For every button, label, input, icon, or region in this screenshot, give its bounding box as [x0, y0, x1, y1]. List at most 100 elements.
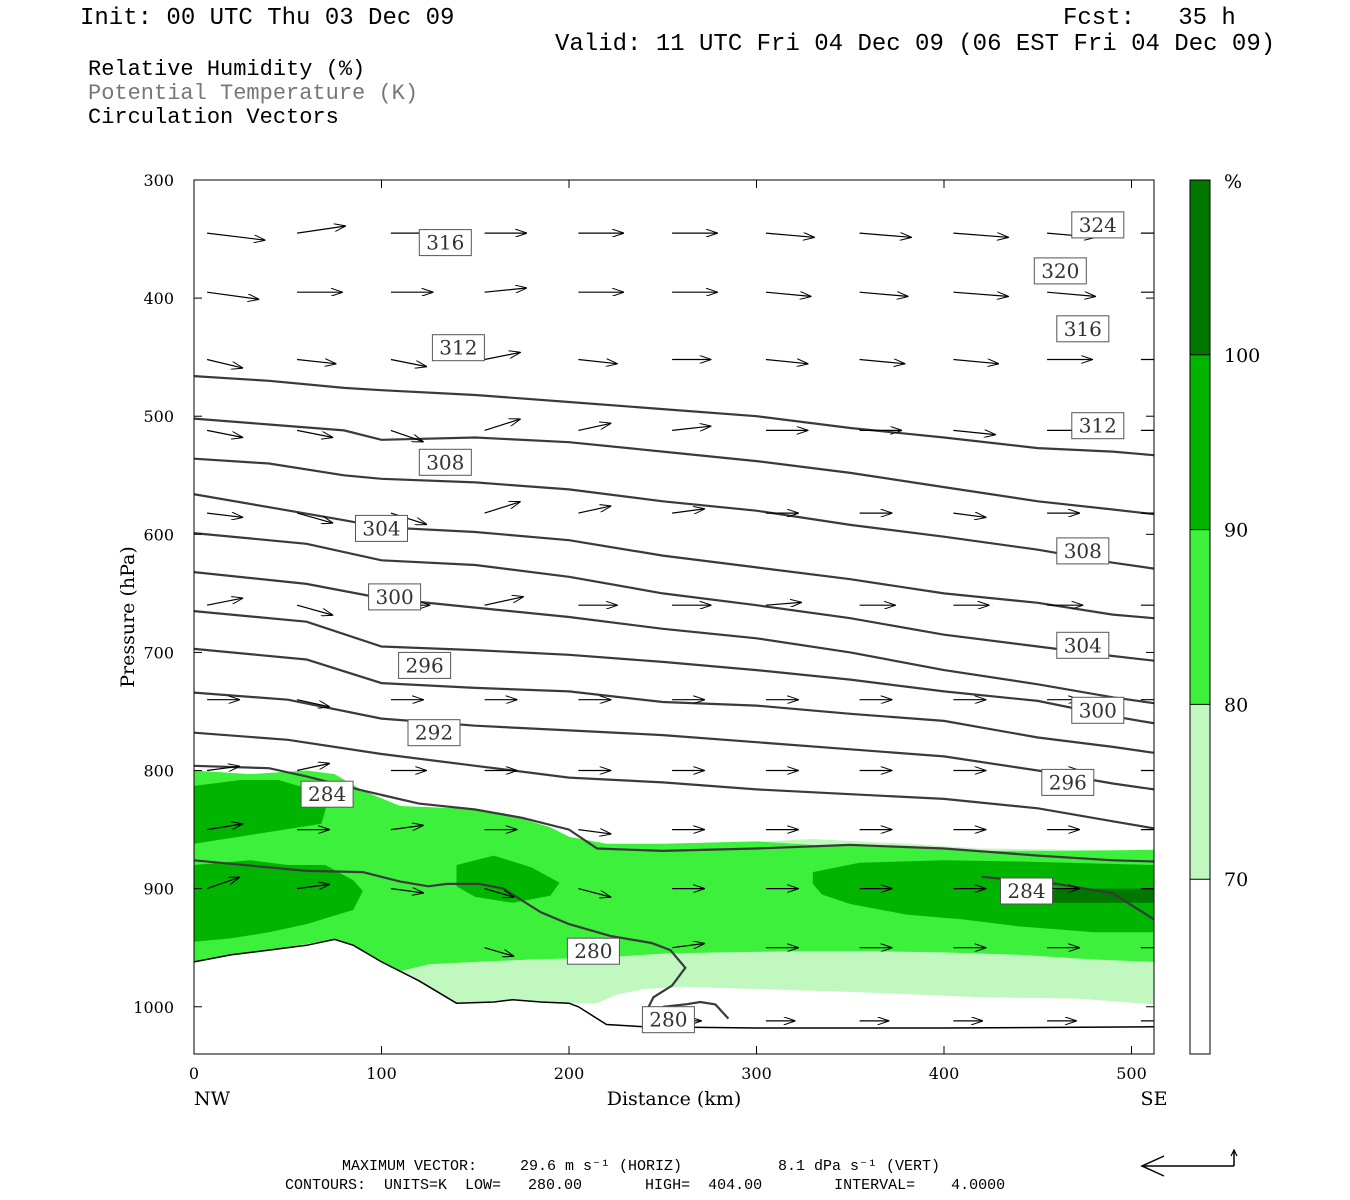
circulation-vector [207, 232, 265, 240]
contour-label-box [418, 448, 472, 476]
y-tick-label: 600 [143, 525, 174, 544]
x-tick-label: 200 [554, 1064, 585, 1083]
circulation-vector [578, 888, 610, 897]
x-axis-label: Distance (km) [607, 1088, 742, 1110]
plot-frame [193, 179, 1155, 1055]
theta-contour-304 [194, 571, 1154, 705]
contour-label-box [1071, 211, 1125, 239]
valid-time: Valid: 11 UTC Fri 04 Dec 09 (06 EST Fri … [555, 31, 1276, 58]
theta-contour-288 [194, 731, 1154, 830]
circulation-vector [578, 830, 610, 834]
circulation-vector [1047, 292, 1095, 296]
rh-region-90 [812, 860, 1154, 933]
circulation-vector [953, 292, 1007, 296]
x-tick-label: 300 [741, 1064, 772, 1083]
contour-label-box [1071, 696, 1125, 724]
circulation-vector [859, 233, 911, 237]
circulation-vector [578, 360, 616, 364]
max-vector-label: MAXIMUM VECTOR: [342, 1158, 478, 1175]
title-relative-humidity: Relative Humidity (%) [88, 57, 366, 82]
contour-label-box [1033, 257, 1087, 285]
y-tick-label: 1000 [133, 998, 174, 1017]
theta-contour-280 [194, 859, 687, 1017]
theta-contour-324 [194, 375, 1154, 457]
circulation-vector [765, 602, 801, 605]
circulation-vector [765, 292, 811, 296]
circulation-vector [297, 360, 335, 364]
reference-vector-icon [1140, 1148, 1238, 1177]
contour-info: CONTOURS: UNITS=K LOW= 280.00 HIGH= 404.… [285, 1177, 1006, 1194]
circulation-vector [296, 429, 332, 437]
circulation-vector [390, 889, 423, 893]
colorbar-label: 100 [1224, 345, 1260, 367]
circulation-vector [206, 877, 239, 890]
circulation-vector [859, 360, 905, 364]
contour-label: 312 [1079, 414, 1117, 438]
contour-label-box [355, 514, 408, 542]
x-tick-label: 0 [189, 1064, 199, 1083]
circulation-vector [206, 358, 242, 368]
colorbar-label: 80 [1224, 694, 1248, 716]
theta-contour-320 [194, 417, 1154, 516]
circulation-vector [484, 888, 514, 897]
contour-label-box [1056, 537, 1110, 565]
circulation-vector [953, 233, 1007, 237]
circulation-vector [206, 429, 242, 437]
contour-label: 292 [415, 721, 453, 745]
contour-label: 296 [1049, 770, 1087, 794]
colorbar-unit: % [1224, 171, 1242, 193]
contour-label-box [407, 719, 461, 747]
contour-label-box [1071, 412, 1125, 440]
circulation-vector [207, 824, 242, 831]
circulation-vector [390, 358, 426, 367]
circulation-vector [296, 764, 329, 772]
title-circulation-vectors: Circulation Vectors [88, 105, 339, 130]
theta-contour-316 [194, 457, 1154, 570]
contour-label-box [1056, 631, 1110, 659]
contour-label-box [398, 651, 452, 679]
theta-contour-292 [194, 691, 1154, 791]
x-tick-label: 400 [929, 1064, 960, 1083]
rh-region-90 [456, 855, 560, 903]
rh-region-100 [1037, 888, 1154, 903]
colorbar-segment [1190, 704, 1210, 880]
circulation-vector [953, 430, 995, 434]
circulation-vector [296, 699, 329, 707]
x-tick-label: 100 [366, 1064, 397, 1083]
forecast-hour: Fcst: 35 h [1063, 5, 1236, 32]
circulation-vector [484, 947, 514, 956]
circulation-vector [484, 502, 520, 514]
theta-contour-308 [194, 532, 1154, 662]
circulation-vector [296, 512, 332, 523]
theta-contour-312 [194, 493, 1154, 620]
contour-label: 320 [1041, 259, 1079, 283]
below-ground-mask [194, 939, 1154, 1054]
contour-label: 308 [426, 450, 464, 474]
circulation-vector [206, 598, 242, 606]
contour-label-box [1041, 768, 1095, 796]
contour-label: 280 [649, 1008, 687, 1032]
circulation-vector [297, 226, 345, 234]
x-tick-label: 500 [1116, 1064, 1147, 1083]
circulation-vector [484, 419, 520, 431]
circulation-vector [859, 292, 908, 296]
circulation-vector [672, 944, 704, 948]
circulation-vector [765, 360, 808, 364]
circulation-vector [953, 513, 985, 517]
title-potential-temperature: Potential Temperature (K) [88, 81, 419, 106]
y-tick-label: 500 [143, 407, 174, 426]
circulation-vector [953, 360, 998, 364]
contour-label: 280 [574, 939, 612, 963]
y-tick-label: 700 [143, 643, 174, 662]
circulation-vector [296, 604, 332, 615]
colorbar-segment [1190, 879, 1210, 1054]
theta-contour-280 [662, 1000, 730, 1020]
circulation-vector [672, 426, 710, 430]
contour-label-box [641, 1006, 695, 1034]
circulation-vector [765, 233, 814, 237]
x-right-direction: SE [1141, 1088, 1168, 1110]
circulation-vector [484, 597, 523, 606]
contour-label: 296 [406, 653, 444, 677]
contour-label: 300 [1079, 698, 1117, 722]
